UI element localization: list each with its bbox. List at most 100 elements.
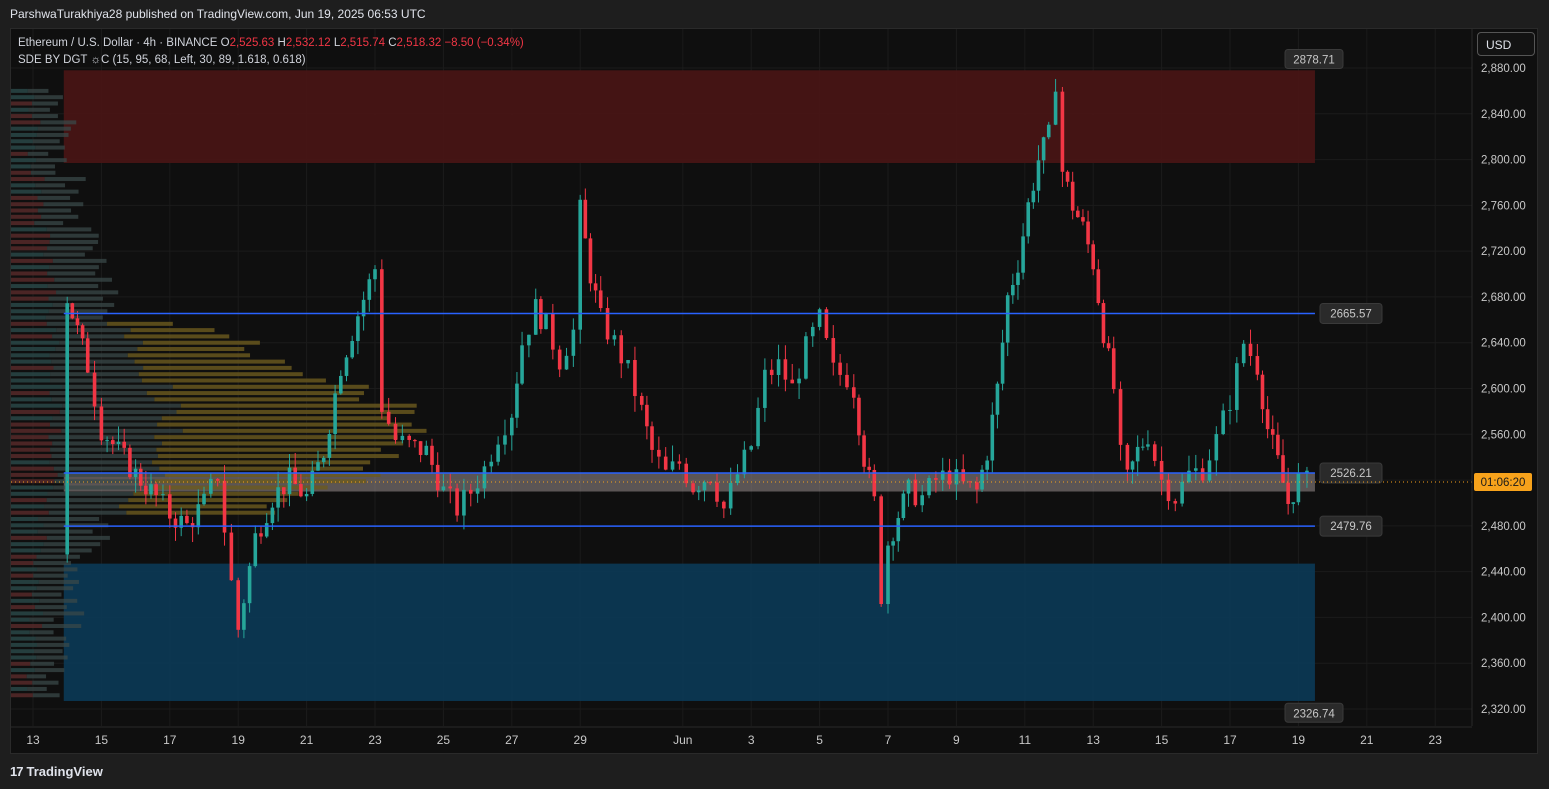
volume-profile-bar	[11, 573, 34, 578]
candle-body	[138, 468, 143, 486]
volume-profile-bar	[36, 554, 80, 559]
candle-body	[862, 435, 866, 467]
volume-profile-bar	[11, 202, 44, 207]
volume-profile-bar	[29, 630, 54, 635]
candle-body	[1041, 137, 1046, 161]
volume-profile-bar	[11, 107, 29, 112]
volume-profile-bar	[32, 693, 60, 698]
candle-body	[1241, 343, 1246, 364]
volume-profile-bar	[29, 617, 54, 622]
volume-profile-bar	[11, 617, 30, 622]
candle-body	[462, 489, 466, 516]
volume-profile-value-area-bar	[138, 372, 303, 377]
candle-body	[533, 299, 538, 335]
candle-body	[276, 487, 280, 508]
volume-profile-bar	[11, 120, 41, 125]
candle-body	[1016, 272, 1020, 285]
volume-profile-bar	[11, 183, 36, 188]
x-axis-tick-label: 5	[816, 733, 823, 747]
chart-legend: Ethereum / U.S. Dollar · 4h · BINANCE O2…	[18, 35, 524, 69]
candle-body	[333, 393, 337, 435]
x-axis-tick-label: 21	[1360, 733, 1374, 747]
volume-profile-bar	[11, 378, 51, 383]
candle-body	[1031, 190, 1036, 203]
candle-body	[742, 449, 747, 475]
volume-profile-bar	[11, 504, 45, 509]
volume-profile-bar	[47, 284, 99, 289]
volume-profile-bar	[11, 686, 28, 691]
candle-body	[980, 469, 984, 490]
x-axis-tick-label: 13	[26, 733, 40, 747]
legend-indicator[interactable]: SDE BY DGT ☼C (15, 95, 68, Left, 30, 89,…	[18, 54, 306, 66]
volume-profile-bar	[11, 321, 47, 326]
volume-profile-bar	[11, 529, 38, 534]
candle-body	[619, 335, 624, 364]
volume-profile-bar	[31, 592, 62, 597]
candle-body	[1305, 470, 1309, 474]
candle-body	[961, 469, 966, 482]
volume-profile-bar	[30, 170, 56, 175]
candle-body	[583, 199, 588, 239]
candle-body	[515, 383, 519, 418]
candle-body	[975, 482, 979, 490]
range-low-label-bg	[1284, 702, 1344, 723]
volume-profile-bar	[34, 95, 63, 100]
candle-body	[1005, 295, 1010, 343]
volume-profile-value-area-bar	[154, 397, 360, 402]
candle-body	[489, 461, 494, 467]
candle-body	[1081, 217, 1085, 222]
candle-body	[356, 316, 360, 342]
volume-profile-bar	[27, 686, 47, 691]
tradingview-logo[interactable]: 17 TradingView	[10, 764, 103, 779]
volume-profile-value-area-bar	[152, 460, 371, 465]
volume-profile-bar	[47, 491, 134, 496]
volume-profile-bar	[11, 347, 56, 352]
volume-profile-bar	[34, 221, 64, 226]
volume-profile-bar	[32, 139, 60, 144]
volume-profile-value-area-bar	[137, 347, 245, 352]
candle-body	[173, 518, 178, 528]
volume-profile-bar	[34, 649, 63, 654]
volume-profile-bar	[52, 302, 115, 307]
legend-symbol: Ethereum / U.S. Dollar · 4h · BINANCE	[18, 37, 218, 49]
volume-profile-bar	[40, 120, 77, 125]
candle-body	[551, 312, 555, 350]
candle-body	[783, 359, 788, 380]
candle-body	[722, 501, 726, 509]
volume-profile-bar	[11, 611, 44, 616]
currency-button[interactable]: USD	[1477, 32, 1535, 56]
candle-body	[247, 566, 252, 604]
volume-profile-bar	[11, 435, 49, 440]
y-axis-tick-label: 2,320.00	[1481, 704, 1526, 716]
volume-profile-bar	[11, 561, 34, 566]
candle-body	[1111, 348, 1116, 390]
y-axis-tick-label: 2,680.00	[1481, 292, 1526, 304]
volume-profile-value-area-bar	[157, 454, 399, 459]
candle-body	[1091, 244, 1095, 270]
volume-profile-value-area-bar	[126, 510, 276, 515]
legend-high-key: H	[277, 37, 286, 49]
volume-profile-bar	[62, 403, 181, 408]
candle-body	[407, 435, 411, 440]
candle-body	[845, 374, 849, 388]
candle-body	[111, 440, 115, 445]
volume-profile-bar	[43, 202, 84, 207]
volume-profile-bar	[11, 542, 44, 547]
supply-zone	[63, 70, 1315, 164]
candle-body	[393, 423, 398, 441]
candle-body	[85, 338, 90, 373]
candle-body	[838, 362, 842, 375]
candle-body	[1096, 269, 1101, 304]
candle-body	[413, 439, 417, 442]
volume-profile-value-area-bar	[124, 334, 230, 339]
y-axis-tick-label: 2,480.00	[1481, 521, 1526, 533]
volume-profile-value-area-bar	[127, 353, 251, 358]
volume-profile-bar	[43, 542, 101, 547]
candle-body	[1200, 468, 1205, 481]
volume-profile-bar	[42, 624, 82, 629]
volume-profile-bar	[11, 586, 37, 591]
candle-body	[564, 355, 569, 370]
volume-profile-bar	[11, 233, 51, 238]
candle-body	[367, 279, 372, 300]
